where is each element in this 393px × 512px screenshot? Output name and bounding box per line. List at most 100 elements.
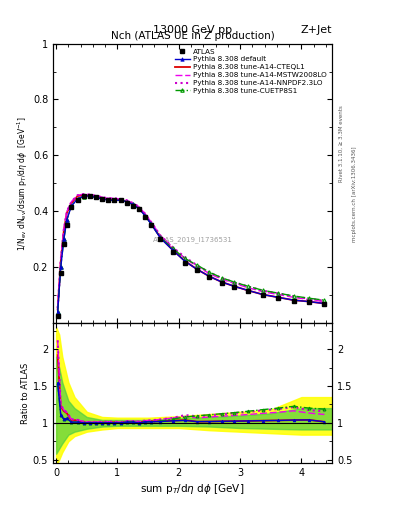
- Pythia 8.308 tune-A14-CTEQL1: [64, 210, 69, 216]
- ATLAS: [158, 237, 163, 243]
- Pythia 8.308 tune-A14-CTEQL1: [100, 195, 105, 201]
- Pythia 8.308 tune-A14-CTEQL1: [124, 198, 129, 204]
- Pythia 8.308 tune-A14-CTEQL1: [94, 194, 98, 200]
- Pythia 8.308 default: [55, 309, 60, 315]
- Pythia 8.308 tune-CUETP8S1: [136, 206, 141, 212]
- Pythia 8.308 tune-A14-NNPDF2.3LO: [106, 195, 110, 201]
- Pythia 8.308 tune-A14-NNPDF2.3LO: [322, 297, 327, 304]
- Pythia 8.308 tune-A14-NNPDF2.3LO: [219, 275, 224, 281]
- ATLAS: [291, 298, 296, 304]
- Pythia 8.308 tune-A14-NNPDF2.3LO: [124, 197, 129, 203]
- Pythia 8.308 tune-A14-CTEQL1: [118, 197, 123, 203]
- Pythia 8.308 tune-A14-CTEQL1: [170, 247, 175, 253]
- Pythia 8.308 default: [322, 301, 327, 307]
- Pythia 8.308 tune-CUETP8S1: [276, 290, 281, 296]
- Pythia 8.308 tune-A14-NNPDF2.3LO: [88, 191, 92, 198]
- Pythia 8.308 tune-A14-CTEQL1: [81, 192, 86, 198]
- Pythia 8.308 tune-CUETP8S1: [207, 269, 212, 275]
- Pythia 8.308 tune-A14-CTEQL1: [195, 266, 200, 272]
- Pythia 8.308 tune-CUETP8S1: [182, 255, 187, 262]
- ATLAS: [170, 249, 175, 255]
- Pythia 8.308 tune-A14-NNPDF2.3LO: [245, 284, 250, 290]
- Pythia 8.308 tune-A14-NNPDF2.3LO: [261, 288, 265, 294]
- Pythia 8.308 tune-A14-NNPDF2.3LO: [100, 194, 105, 200]
- Pythia 8.308 tune-A14-MSTW2008LO: [55, 305, 60, 311]
- ATLAS: [61, 241, 66, 247]
- Pythia 8.308 tune-A14-CTEQL1: [149, 221, 154, 227]
- Pythia 8.308 tune-CUETP8S1: [55, 309, 60, 315]
- Pythia 8.308 tune-A14-NNPDF2.3LO: [291, 293, 296, 300]
- ATLAS: [64, 222, 69, 228]
- Pythia 8.308 tune-A14-CTEQL1: [130, 201, 135, 207]
- Pythia 8.308 tune-A14-CTEQL1: [322, 301, 327, 307]
- Pythia 8.308 tune-A14-CTEQL1: [291, 297, 296, 303]
- Pythia 8.308 default: [261, 291, 265, 297]
- Pythia 8.308 tune-A14-CTEQL1: [75, 193, 80, 199]
- Pythia 8.308 tune-A14-NNPDF2.3LO: [149, 219, 154, 225]
- Pythia 8.308 tune-CUETP8S1: [170, 245, 175, 251]
- Pythia 8.308 tune-A14-MSTW2008LO: [75, 192, 80, 198]
- Pythia 8.308 tune-A14-MSTW2008LO: [136, 204, 141, 210]
- Pythia 8.308 tune-A14-MSTW2008LO: [100, 194, 105, 200]
- Pythia 8.308 default: [245, 287, 250, 293]
- Pythia 8.308 tune-A14-MSTW2008LO: [219, 276, 224, 282]
- Pythia 8.308 tune-CUETP8S1: [61, 237, 66, 243]
- Pythia 8.308 tune-A14-NNPDF2.3LO: [307, 296, 311, 302]
- Pythia 8.308 tune-A14-CTEQL1: [182, 258, 187, 264]
- Pythia 8.308 tune-A14-NNPDF2.3LO: [118, 196, 123, 202]
- Y-axis label: Ratio to ATLAS: Ratio to ATLAS: [21, 363, 30, 424]
- Pythia 8.308 default: [207, 273, 212, 280]
- Pythia 8.308 tune-A14-NNPDF2.3LO: [75, 192, 80, 198]
- Pythia 8.308 tune-A14-NNPDF2.3LO: [130, 200, 135, 206]
- Pythia 8.308 tune-A14-MSTW2008LO: [64, 208, 69, 215]
- ATLAS: [130, 203, 135, 209]
- Pythia 8.308 tune-A14-NNPDF2.3LO: [136, 204, 141, 210]
- Pythia 8.308 tune-CUETP8S1: [81, 194, 86, 200]
- Pythia 8.308 tune-CUETP8S1: [231, 279, 236, 285]
- Pythia 8.308 tune-A14-MSTW2008LO: [322, 298, 327, 305]
- Title: Nch (ATLAS UE in Z production): Nch (ATLAS UE in Z production): [111, 31, 274, 41]
- Pythia 8.308 tune-A14-NNPDF2.3LO: [195, 263, 200, 269]
- ATLAS: [322, 301, 327, 307]
- Pythia 8.308 tune-A14-MSTW2008LO: [276, 291, 281, 297]
- Pythia 8.308 tune-CUETP8S1: [322, 297, 327, 303]
- ATLAS: [88, 193, 92, 199]
- Pythia 8.308 default: [149, 221, 154, 227]
- Pythia 8.308 tune-A14-MSTW2008LO: [143, 210, 147, 217]
- ATLAS: [231, 284, 236, 290]
- Pythia 8.308 default: [219, 279, 224, 285]
- Pythia 8.308 tune-A14-CTEQL1: [143, 212, 147, 218]
- Text: Z+Jet: Z+Jet: [301, 25, 332, 35]
- Pythia 8.308 default: [291, 297, 296, 303]
- Pythia 8.308 tune-A14-NNPDF2.3LO: [64, 208, 69, 215]
- Pythia 8.308 tune-A14-CTEQL1: [231, 283, 236, 289]
- Pythia 8.308 tune-A14-MSTW2008LO: [245, 285, 250, 291]
- ATLAS: [94, 195, 98, 201]
- Pythia 8.308 tune-A14-MSTW2008LO: [106, 195, 110, 201]
- Pythia 8.308 tune-CUETP8S1: [118, 197, 123, 203]
- Pythia 8.308 default: [100, 196, 105, 202]
- Line: Pythia 8.308 tune-A14-CTEQL1: Pythia 8.308 tune-A14-CTEQL1: [58, 195, 324, 309]
- Pythia 8.308 tune-A14-CTEQL1: [207, 273, 212, 280]
- Pythia 8.308 tune-CUETP8S1: [100, 196, 105, 202]
- Pythia 8.308 tune-A14-NNPDF2.3LO: [55, 305, 60, 311]
- Legend: ATLAS, Pythia 8.308 default, Pythia 8.308 tune-A14-CTEQL1, Pythia 8.308 tune-A14: ATLAS, Pythia 8.308 default, Pythia 8.30…: [172, 46, 330, 97]
- Pythia 8.308 tune-CUETP8S1: [158, 234, 163, 241]
- Pythia 8.308 default: [59, 264, 63, 270]
- Pythia 8.308 tune-CUETP8S1: [59, 264, 63, 270]
- Pythia 8.308 tune-A14-MSTW2008LO: [88, 191, 92, 198]
- Pythia 8.308 tune-A14-MSTW2008LO: [158, 232, 163, 239]
- ATLAS: [75, 197, 80, 203]
- Pythia 8.308 tune-A14-CTEQL1: [69, 200, 74, 206]
- ATLAS: [219, 280, 224, 286]
- Pythia 8.308 tune-A14-NNPDF2.3LO: [276, 290, 281, 296]
- Pythia 8.308 tune-A14-NNPDF2.3LO: [94, 193, 98, 199]
- Pythia 8.308 default: [118, 197, 123, 203]
- Pythia 8.308 default: [88, 193, 92, 199]
- ATLAS: [149, 222, 154, 228]
- Pythia 8.308 tune-A14-MSTW2008LO: [261, 289, 265, 295]
- Pythia 8.308 tune-A14-NNPDF2.3LO: [143, 210, 147, 217]
- Pythia 8.308 tune-A14-CTEQL1: [88, 193, 92, 199]
- Pythia 8.308 tune-A14-NNPDF2.3LO: [231, 279, 236, 285]
- Pythia 8.308 default: [170, 247, 175, 253]
